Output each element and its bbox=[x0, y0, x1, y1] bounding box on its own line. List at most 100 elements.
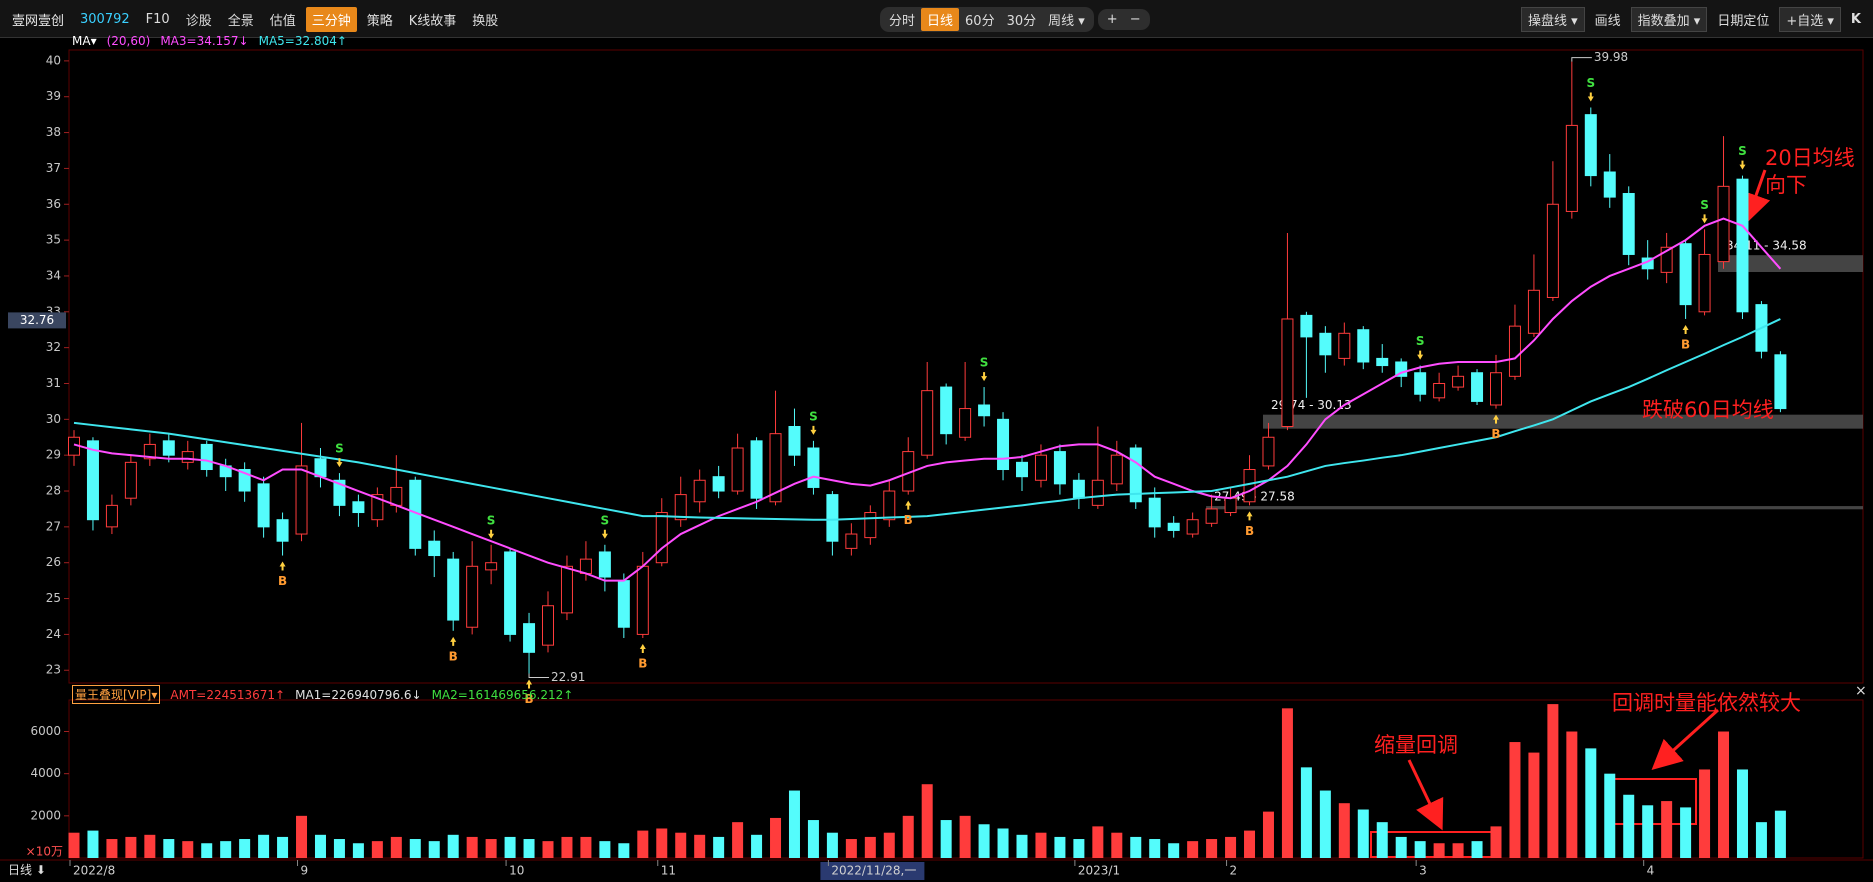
candle-body bbox=[1546, 203, 1559, 298]
corner-button[interactable]: K bbox=[1850, 11, 1861, 27]
tab[interactable]: 换股 bbox=[472, 13, 499, 29]
candle-body bbox=[883, 490, 896, 521]
legend-entry[interactable]: 量王叠现[VIP]▾ bbox=[72, 685, 161, 704]
stock-name[interactable]: 壹网壹创 bbox=[12, 13, 65, 29]
x-tick-label: 2022/11/28,一 bbox=[831, 864, 916, 878]
buy-signal: B bbox=[1491, 427, 1500, 441]
candle-body bbox=[371, 494, 384, 521]
candle-body bbox=[314, 458, 327, 478]
legend-entry: MA5=32.804↑ bbox=[258, 34, 347, 48]
volume-bar bbox=[1357, 809, 1369, 858]
period-button[interactable]: 分时 bbox=[889, 13, 916, 29]
candle-body bbox=[579, 558, 592, 574]
volume-bar bbox=[447, 834, 459, 858]
legend-entry: MA2=161469656.212↑ bbox=[431, 687, 574, 702]
y-tick-label: 37 bbox=[46, 161, 61, 175]
period-button[interactable]: 30分 bbox=[1006, 13, 1037, 29]
volume-bar bbox=[1471, 841, 1483, 858]
candle-body bbox=[1660, 246, 1673, 273]
y-tick-label: 30 bbox=[46, 412, 61, 426]
candle-body bbox=[1072, 479, 1085, 499]
volume-bar bbox=[239, 839, 251, 858]
tool-button[interactable]: 日期定位 bbox=[1717, 13, 1770, 29]
volume-bar bbox=[1054, 836, 1066, 858]
tool-button[interactable]: 操盘线 ▾ bbox=[1520, 6, 1585, 32]
buy-signal: B bbox=[449, 649, 458, 663]
volume-bar bbox=[1699, 769, 1711, 858]
cursor-box bbox=[820, 862, 925, 880]
candle-body bbox=[1357, 329, 1370, 363]
y-tick-label: 24 bbox=[46, 627, 61, 641]
period-button[interactable]: 60分 bbox=[965, 13, 995, 29]
tab[interactable]: 三分钟 bbox=[305, 6, 357, 32]
volume-bar bbox=[978, 824, 990, 858]
period-button[interactable]: 日线 bbox=[921, 7, 960, 31]
price-zone bbox=[1262, 414, 1863, 429]
toolbar-group: 壹网壹创 300792 F10 诊股 全景 估值 三分钟 策略 K线故事 换股 bbox=[6, 0, 504, 38]
x-tick-label: 10 bbox=[509, 864, 524, 878]
tab[interactable]: 策略 bbox=[366, 13, 393, 29]
y-tick-label: 23 bbox=[46, 663, 61, 677]
volume-bar bbox=[713, 836, 725, 858]
legend-prefix: MA▾ bbox=[72, 34, 97, 48]
legend-params: (20,60) bbox=[106, 34, 151, 48]
tool-button[interactable]: 画线 bbox=[1594, 13, 1621, 29]
tab[interactable]: 估值 bbox=[269, 13, 296, 29]
volume-bar bbox=[940, 820, 952, 858]
volume-bar bbox=[1073, 839, 1085, 858]
volume-bar bbox=[485, 839, 497, 858]
volume-bar bbox=[732, 822, 744, 858]
candle-body bbox=[1508, 325, 1521, 377]
ma-legend: MA▾ (20,60) MA3=34.157↓ MA5=32.804↑ bbox=[72, 34, 347, 48]
volume-bar bbox=[390, 836, 402, 858]
buy-signal: B bbox=[1245, 524, 1254, 538]
volume-bar bbox=[1130, 836, 1142, 858]
y-tick-label: 36 bbox=[46, 197, 61, 211]
candle-body bbox=[750, 440, 763, 499]
y-tick-label: 34 bbox=[46, 268, 61, 282]
volume-bar bbox=[675, 832, 687, 858]
toolbar-group: 操盘线 ▾ 画线 指数叠加 ▾ 日期定位 +自选 ▾ K bbox=[1520, 0, 1867, 38]
volume-legend: 量王叠现[VIP]▾ AMT=224513671↑ MA1=226940796.6↓… bbox=[72, 685, 573, 704]
tool-button[interactable]: 指数叠加 ▾ bbox=[1630, 6, 1708, 32]
volume-bar bbox=[1547, 704, 1559, 858]
toolbar-group: 分时 日线 60分 30分 周线 ▾ + − bbox=[880, 0, 1150, 38]
tab[interactable]: F10 bbox=[145, 11, 170, 27]
tool-button[interactable]: +自选 ▾ bbox=[1779, 6, 1841, 32]
zoom-button[interactable]: − bbox=[1129, 11, 1141, 27]
candle-body bbox=[693, 479, 706, 503]
volume-bar bbox=[751, 834, 763, 858]
arrow bbox=[1741, 169, 1771, 224]
volume-bar bbox=[1300, 767, 1312, 858]
tab[interactable]: 全景 bbox=[227, 13, 254, 29]
sell-signal: S bbox=[601, 513, 610, 527]
annotation: 回调时量能依然较大 bbox=[1612, 691, 1801, 715]
signal-arrow bbox=[488, 529, 495, 539]
volume-bar bbox=[466, 836, 478, 858]
volume-bar bbox=[788, 790, 800, 858]
stock-code[interactable]: 300792 bbox=[80, 11, 130, 27]
candle-body bbox=[523, 623, 536, 653]
zoom-button[interactable]: + bbox=[1106, 11, 1118, 27]
candle-body bbox=[1016, 461, 1028, 478]
y-tick-label: 32 bbox=[46, 340, 61, 354]
candle-body bbox=[428, 540, 441, 557]
legend-entry: MA3=34.157↓ bbox=[160, 34, 249, 48]
candle-body bbox=[598, 551, 611, 578]
y-tick-label: 27 bbox=[46, 519, 61, 533]
period-label[interactable]: 日线 ⬇ bbox=[8, 863, 46, 877]
volume-bar bbox=[1111, 832, 1123, 858]
close-button[interactable]: × bbox=[1855, 683, 1867, 699]
y-tick-label: 40 bbox=[46, 53, 61, 67]
period-button[interactable]: 周线 ▾ bbox=[1048, 13, 1085, 29]
candle-body bbox=[1490, 372, 1502, 406]
candle-body bbox=[162, 440, 175, 456]
volume-bar bbox=[770, 817, 782, 858]
tab[interactable]: 诊股 bbox=[185, 13, 212, 29]
volume-bar bbox=[1092, 826, 1104, 858]
candle-body bbox=[143, 443, 156, 460]
volume-bar bbox=[1206, 839, 1218, 858]
candle-body bbox=[1584, 114, 1597, 177]
candle-body bbox=[257, 483, 270, 528]
tab[interactable]: K线故事 bbox=[408, 13, 457, 29]
